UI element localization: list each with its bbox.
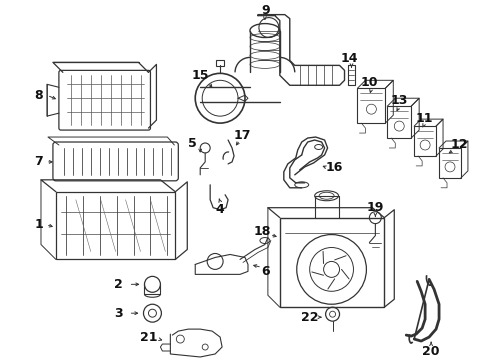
Text: 10: 10 xyxy=(360,76,377,89)
Text: 11: 11 xyxy=(414,112,432,125)
Text: 14: 14 xyxy=(340,52,358,65)
Text: 13: 13 xyxy=(390,94,407,107)
Bar xyxy=(357,88,385,123)
Text: 15: 15 xyxy=(191,69,208,82)
Bar xyxy=(56,192,175,260)
Ellipse shape xyxy=(314,191,338,201)
Text: 1: 1 xyxy=(35,218,43,231)
Text: 19: 19 xyxy=(366,201,383,214)
Text: 9: 9 xyxy=(261,4,270,17)
Text: 7: 7 xyxy=(35,156,43,168)
Bar xyxy=(413,126,435,156)
Bar xyxy=(216,60,224,66)
Circle shape xyxy=(144,276,160,292)
Text: 8: 8 xyxy=(35,89,43,102)
Text: 20: 20 xyxy=(422,345,439,357)
Text: 12: 12 xyxy=(449,138,467,150)
Text: 2: 2 xyxy=(114,278,122,291)
Text: 17: 17 xyxy=(233,129,250,141)
Text: 6: 6 xyxy=(261,265,270,278)
Text: 4: 4 xyxy=(215,203,224,216)
Bar xyxy=(438,148,460,178)
Circle shape xyxy=(143,304,161,322)
FancyBboxPatch shape xyxy=(59,70,150,130)
Bar xyxy=(279,218,384,307)
Text: 18: 18 xyxy=(253,225,270,238)
Text: 21: 21 xyxy=(140,330,157,343)
FancyBboxPatch shape xyxy=(53,142,178,181)
Text: 5: 5 xyxy=(187,136,196,149)
Bar xyxy=(386,106,410,138)
Ellipse shape xyxy=(249,24,279,37)
Text: 16: 16 xyxy=(325,161,343,174)
Text: 22: 22 xyxy=(300,311,318,324)
Text: 3: 3 xyxy=(114,307,122,320)
